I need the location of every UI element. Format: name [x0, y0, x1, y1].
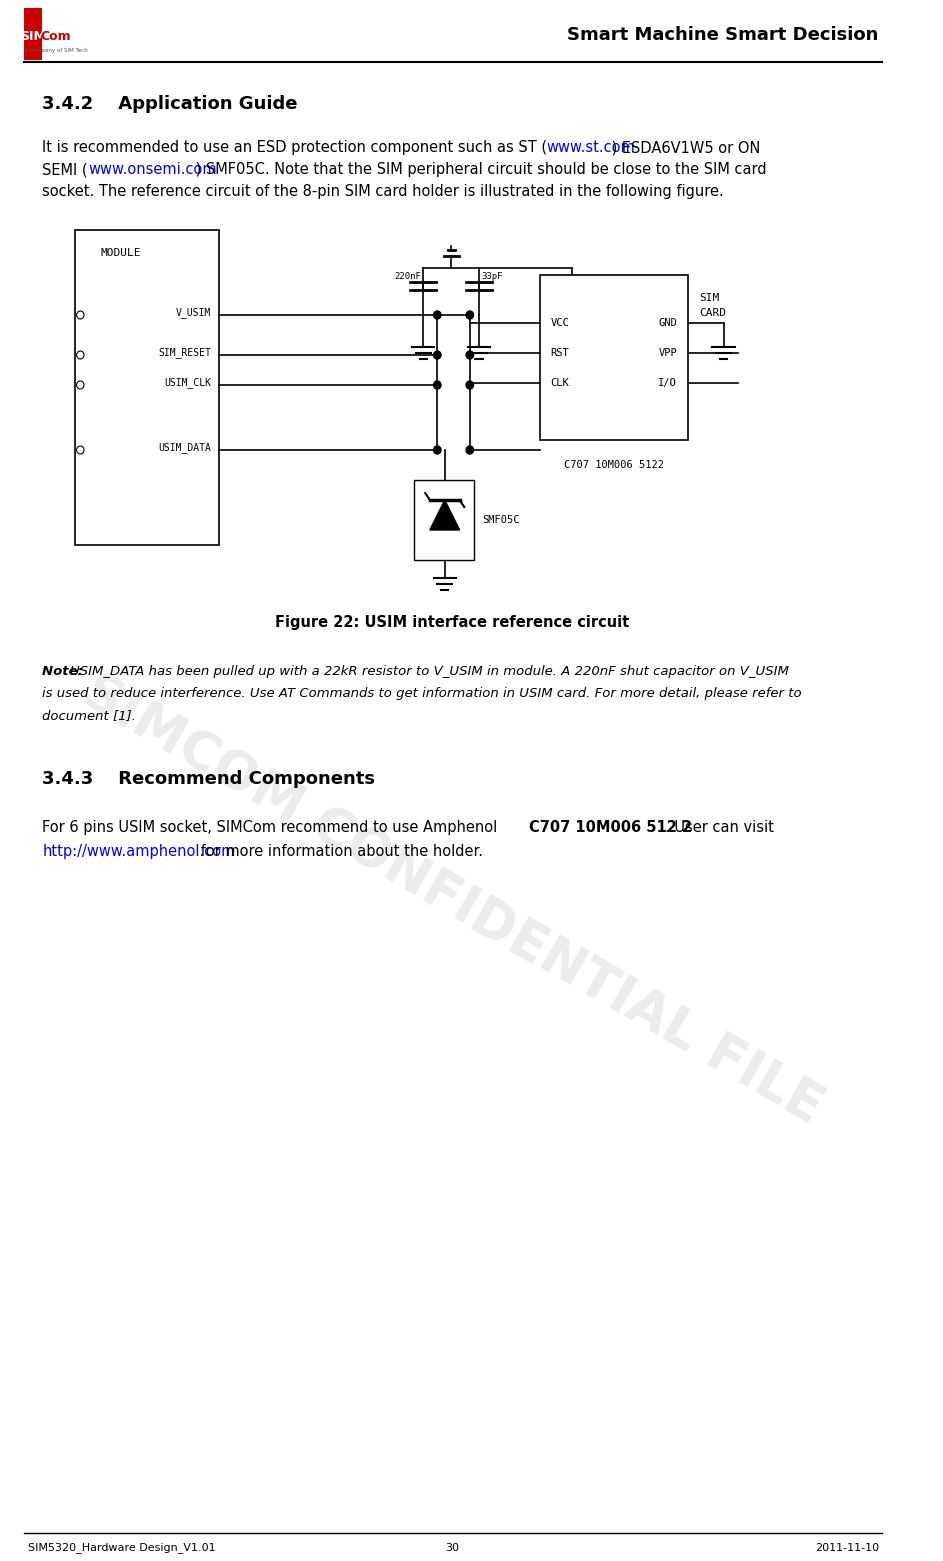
Circle shape — [466, 311, 473, 318]
Text: 220nF: 220nF — [394, 272, 422, 281]
Bar — [539, 275, 688, 440]
Text: V_USIM: V_USIM — [176, 308, 211, 318]
Text: 3.4.3    Recommend Components: 3.4.3 Recommend Components — [42, 770, 375, 788]
Text: document [1].: document [1]. — [42, 709, 136, 723]
Text: USIM_DATA has been pulled up with a 22kR resistor to V_USIM in module. A 220nF s: USIM_DATA has been pulled up with a 22kR… — [70, 665, 789, 677]
Text: www.onsemi.com: www.onsemi.com — [89, 162, 217, 176]
Text: CARD: CARD — [700, 308, 726, 318]
Text: CLK: CLK — [551, 378, 570, 389]
Text: It is recommended to use an ESD protection component such as ST (: It is recommended to use an ESD protecti… — [42, 140, 547, 155]
Text: 33pF: 33pF — [481, 272, 503, 281]
Circle shape — [434, 381, 441, 389]
Text: VCC: VCC — [551, 318, 570, 328]
Text: 30: 30 — [445, 1542, 459, 1553]
Circle shape — [434, 351, 441, 359]
Circle shape — [434, 311, 441, 318]
Text: SIM: SIM — [20, 30, 46, 44]
Text: A company of SIM Tech: A company of SIM Tech — [25, 48, 88, 53]
Bar — [74, 229, 219, 545]
Text: Figure 22: USIM interface reference circuit: Figure 22: USIM interface reference circ… — [275, 615, 629, 631]
Text: USIM_CLK: USIM_CLK — [164, 378, 211, 389]
Text: MODULE: MODULE — [101, 248, 141, 258]
Text: 3.4.2    Application Guide: 3.4.2 Application Guide — [42, 95, 298, 112]
Circle shape — [434, 446, 441, 454]
Text: VPP: VPP — [658, 348, 677, 357]
Text: is used to reduce interference. Use AT Commands to get information in USIM card.: is used to reduce interference. Use AT C… — [42, 687, 802, 699]
Text: SIMCOM CONFIDENTIAL FILE: SIMCOM CONFIDENTIAL FILE — [73, 667, 832, 1133]
Text: SEMI (: SEMI ( — [42, 162, 88, 176]
Polygon shape — [430, 500, 459, 531]
Text: www.st.com: www.st.com — [546, 140, 635, 155]
Text: http://www.amphenol.com: http://www.amphenol.com — [42, 845, 236, 859]
Circle shape — [466, 351, 473, 359]
Text: Smart Machine Smart Decision: Smart Machine Smart Decision — [568, 27, 879, 44]
Circle shape — [466, 446, 473, 454]
Text: SIM: SIM — [700, 293, 720, 303]
Text: C707 10M006 5122: C707 10M006 5122 — [564, 460, 664, 470]
Text: socket. The reference circuit of the 8-pin SIM card holder is illustrated in the: socket. The reference circuit of the 8-p… — [42, 184, 724, 198]
Text: ) ESDA6V1W5 or ON: ) ESDA6V1W5 or ON — [607, 140, 761, 155]
Circle shape — [76, 351, 84, 359]
Text: SIM5320_Hardware Design_V1.01: SIM5320_Hardware Design_V1.01 — [28, 1542, 216, 1553]
Text: . User can visit: . User can visit — [665, 820, 774, 835]
Text: Note:: Note: — [42, 665, 88, 677]
Text: SMF05C: SMF05C — [482, 515, 520, 524]
Text: I/O: I/O — [658, 378, 677, 389]
Circle shape — [466, 381, 473, 389]
Circle shape — [76, 381, 84, 389]
Text: C707 10M006 512 2: C707 10M006 512 2 — [529, 820, 692, 835]
Polygon shape — [24, 8, 42, 59]
Text: 2011-11-10: 2011-11-10 — [815, 1542, 879, 1553]
Bar — [414, 479, 474, 560]
Text: RST: RST — [551, 348, 570, 357]
Text: USIM_DATA: USIM_DATA — [158, 443, 211, 453]
Circle shape — [76, 446, 84, 454]
Text: for more information about the holder.: for more information about the holder. — [195, 845, 483, 859]
Text: ) SMF05C. Note that the SIM peripheral circuit should be close to the SIM card: ) SMF05C. Note that the SIM peripheral c… — [190, 162, 767, 176]
Text: For 6 pins USIM socket, SIMCom recommend to use Amphenol: For 6 pins USIM socket, SIMCom recommend… — [42, 820, 502, 835]
Text: Com: Com — [41, 30, 72, 44]
Text: GND: GND — [658, 318, 677, 328]
Circle shape — [76, 311, 84, 318]
Text: SIM_RESET: SIM_RESET — [158, 348, 211, 359]
